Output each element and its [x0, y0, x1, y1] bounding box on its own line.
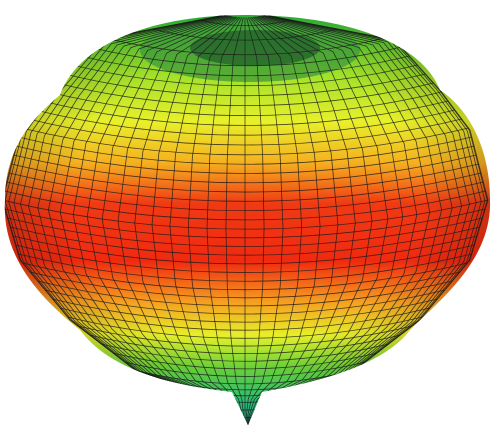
mesh-meridian	[244, 17, 265, 425]
mesh-meridian	[247, 16, 404, 425]
mesh-meridian	[248, 15, 462, 425]
mesh-meridian	[117, 16, 244, 425]
mesh-meridian	[245, 17, 284, 425]
mesh-meridian	[247, 16, 389, 425]
mesh-meridian	[248, 15, 482, 425]
mesh-meridian	[245, 17, 303, 425]
mesh-meridian	[134, 16, 244, 425]
mesh-meridian	[248, 15, 489, 425]
mesh-meridian	[246, 16, 373, 425]
mesh-meridian	[248, 15, 470, 425]
mesh-meridian	[246, 16, 356, 425]
mesh-meridian	[37, 15, 242, 425]
mesh-meridian	[247, 15, 431, 425]
mesh-meridian	[13, 15, 242, 425]
mesh-meridian	[86, 16, 243, 425]
mesh-meridian	[72, 15, 243, 425]
mesh-meridian	[59, 15, 243, 425]
mesh-meridian	[28, 15, 242, 425]
mesh-meridian	[247, 15, 443, 425]
mesh	[4, 15, 489, 425]
mesh-meridian	[47, 15, 243, 425]
mesh-meridian	[101, 16, 243, 425]
mesh-meridian	[206, 17, 245, 425]
mesh-meridian	[245, 16, 321, 425]
mesh-meridian	[246, 16, 339, 425]
mesh-meridian	[225, 17, 246, 425]
mesh-meridian	[247, 15, 418, 425]
mesh-meridian	[187, 17, 245, 425]
mesh-meridian	[248, 15, 453, 425]
mesh-meridian	[151, 16, 244, 425]
mesh-meridian	[248, 15, 477, 425]
mesh-meridian	[169, 16, 245, 425]
mesh-meridian	[20, 15, 242, 425]
top-ring-inner	[190, 30, 320, 66]
mesh-meridian	[248, 15, 486, 425]
